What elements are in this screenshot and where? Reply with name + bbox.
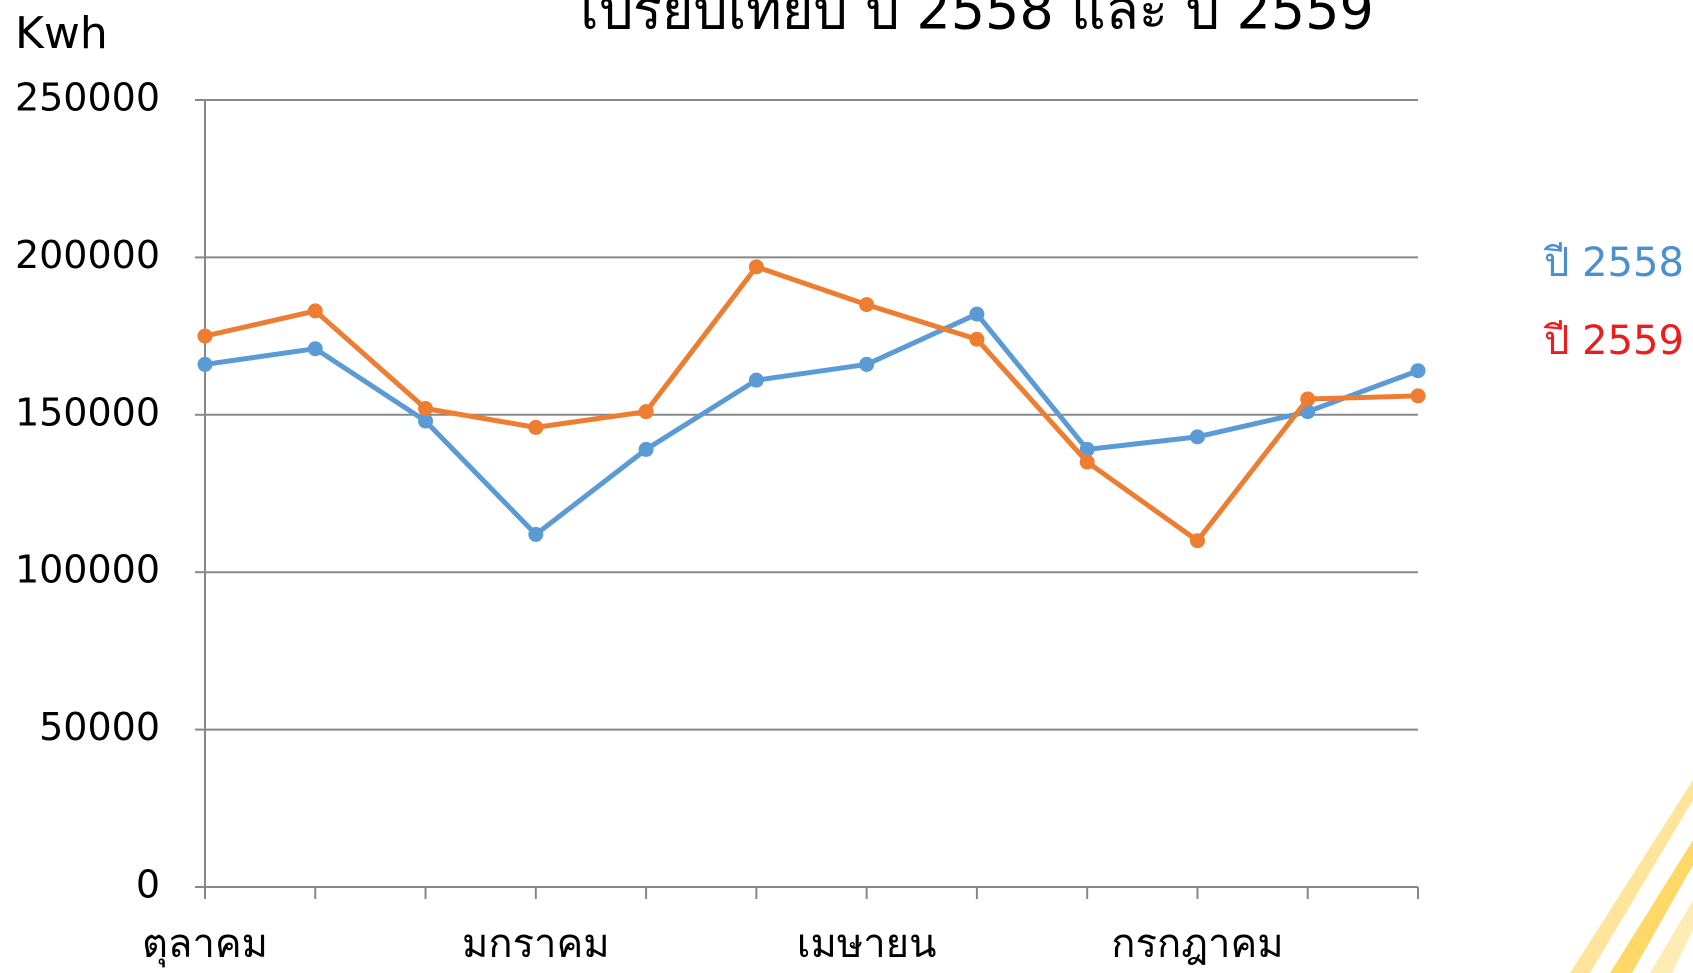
data-point: [1079, 454, 1095, 470]
legend-label: ปี 2558: [1543, 240, 1683, 286]
x-tick-label: กรกฎาคม: [1111, 921, 1283, 967]
y-tick-label: 150000: [15, 390, 160, 434]
series-line: [204, 311, 1419, 537]
data-point: [638, 441, 654, 457]
x-tick-label: เมษายน: [797, 921, 937, 967]
data-point: [859, 297, 875, 313]
data-point: [197, 328, 213, 344]
decoration: [1570, 780, 1693, 973]
data-point: [418, 413, 434, 429]
y-tick-label: 100000: [15, 548, 160, 592]
data-point: [859, 356, 875, 372]
data-point: [1189, 429, 1205, 445]
series-line: [204, 264, 1419, 544]
y-tick-label: 250000: [15, 76, 160, 120]
decoration-stripe: [1610, 840, 1693, 973]
data-point: [307, 341, 323, 357]
data-point: [748, 372, 764, 388]
x-tick-label: ตุลาคม: [142, 921, 268, 968]
data-point: [1079, 441, 1095, 457]
decoration-stripe: [1570, 780, 1693, 973]
data-point: [1410, 388, 1426, 404]
data-point: [307, 303, 323, 319]
data-point: [638, 404, 654, 420]
data-point: [197, 356, 213, 372]
data-point: [528, 419, 544, 435]
y-tick-label: 50000: [39, 705, 160, 749]
y-tick-label: 200000: [15, 233, 160, 277]
data-point: [418, 401, 434, 417]
y-axis-label: Kwh: [15, 8, 108, 59]
decoration-stripe: [1650, 900, 1693, 973]
data-point: [1189, 533, 1205, 549]
x-tick-label: มกราคม: [462, 921, 610, 967]
data-point: [969, 306, 985, 322]
data-point: [969, 331, 985, 347]
y-tick-label: 0: [136, 863, 160, 907]
legend-label: ปี 2559: [1543, 318, 1683, 364]
data-point: [528, 526, 544, 542]
data-point: [748, 259, 764, 275]
data-point: [1300, 391, 1316, 407]
chart-title: เปรียบเทียบ ปี 2558 และ ปี 2559: [580, 0, 1374, 42]
data-point: [1410, 363, 1426, 379]
